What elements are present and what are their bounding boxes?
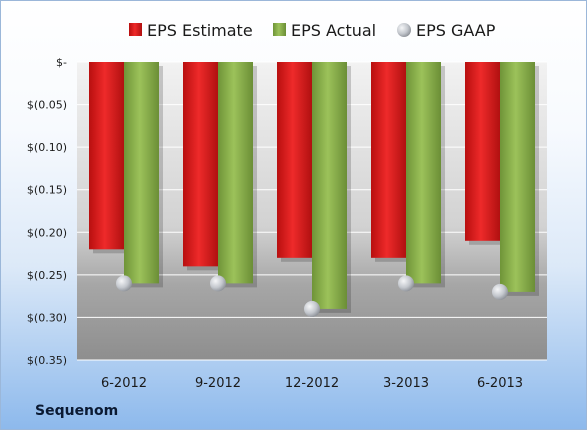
- eps-actual-bar: [312, 62, 347, 309]
- y-axis-labels: $- $(0.05) $(0.10) $(0.15) $(0.20) $(0.25) $(0…: [27, 56, 67, 367]
- eps-gaap-marker: [492, 283, 508, 300]
- legend: EPS Estimate EPS Actual EPS GAAP: [129, 21, 496, 40]
- x-category-label: 3-2013: [383, 376, 429, 391]
- legend-swatch: [273, 23, 286, 36]
- legend-swatch: [129, 23, 142, 36]
- x-category-label: 6-2013: [477, 376, 523, 391]
- company-label: Sequenom: [35, 403, 119, 419]
- legend-label: EPS GAAP: [416, 21, 496, 40]
- eps-actual-bar: [406, 62, 441, 284]
- legend-swatch: [397, 23, 411, 37]
- eps-estimate-bar: [183, 62, 218, 267]
- eps-estimate-bar: [277, 62, 312, 258]
- y-tick-label: $-: [56, 56, 67, 69]
- bars: [89, 62, 539, 313]
- eps-estimate-bar: [465, 62, 500, 241]
- y-tick-label: $(0.15): [27, 184, 67, 197]
- eps-actual-bar: [500, 62, 535, 292]
- gaap-markers: [116, 275, 508, 317]
- eps-gaap-marker: [210, 275, 226, 292]
- eps-gaap-marker: [398, 275, 414, 292]
- x-axis-labels: 6-2012 9-2012 12-2012 3-2013 6-2013: [101, 376, 523, 391]
- y-tick-label: $(0.20): [27, 226, 67, 239]
- eps-actual-bar: [124, 62, 159, 284]
- y-tick-label: $(0.35): [27, 354, 67, 367]
- y-tick-label: $(0.10): [27, 141, 67, 154]
- legend-label: EPS Estimate: [147, 21, 253, 40]
- y-tick-label: $(0.30): [27, 311, 67, 324]
- x-category-label: 12-2012: [285, 376, 339, 391]
- y-tick-label: $(0.05): [27, 99, 67, 112]
- eps-estimate-bar: [371, 62, 406, 258]
- eps-actual-bar: [218, 62, 253, 284]
- y-tick-label: $(0.25): [27, 269, 67, 282]
- eps-gaap-marker: [304, 300, 320, 317]
- x-category-label: 9-2012: [195, 376, 241, 391]
- eps-estimate-bar: [89, 62, 124, 250]
- eps-gaap-marker: [116, 275, 132, 292]
- legend-label: EPS Actual: [291, 21, 376, 40]
- x-category-label: 6-2012: [101, 376, 147, 391]
